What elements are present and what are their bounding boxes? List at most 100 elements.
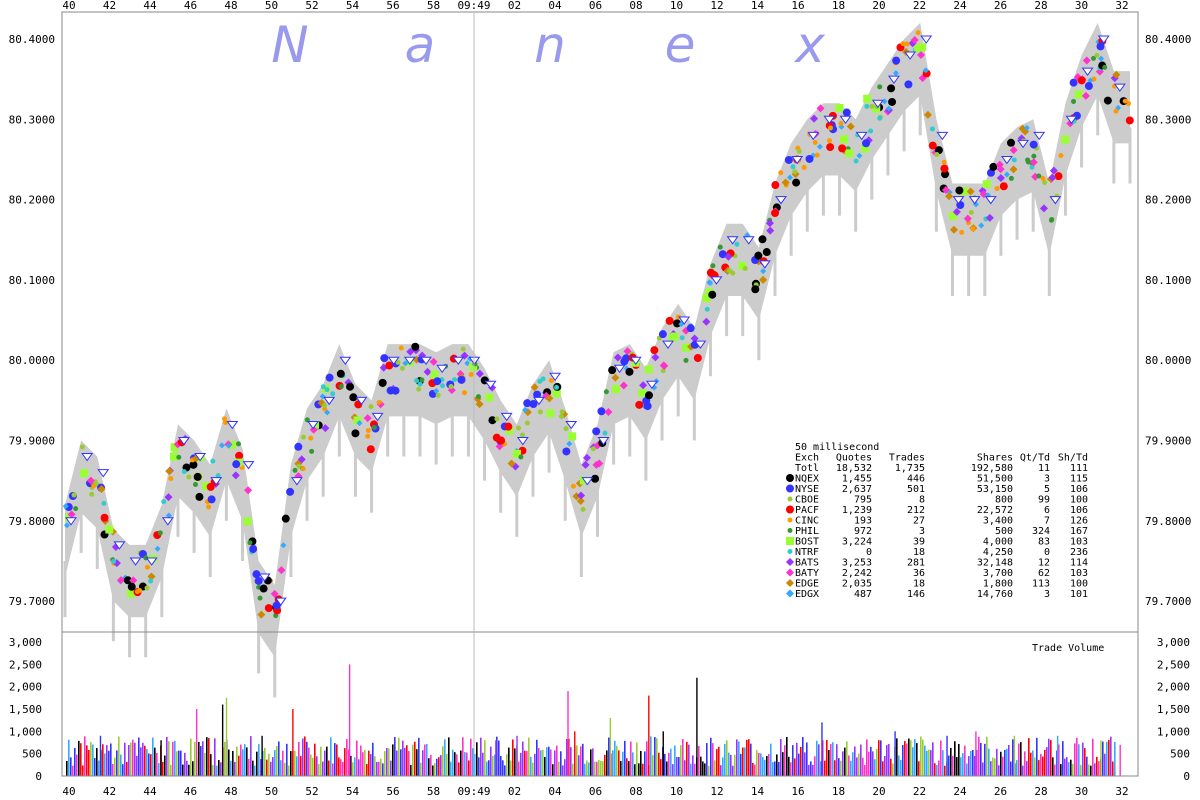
volume-bar	[860, 744, 862, 776]
legend-interval: 50 millisecond	[795, 442, 879, 453]
volume-bar	[94, 758, 96, 776]
quote-marker	[215, 473, 221, 479]
volume-bar	[694, 763, 696, 776]
legend-cell: 114	[1070, 558, 1088, 569]
volume-bar	[298, 741, 300, 776]
trade-marker	[161, 517, 174, 526]
volume-bar	[544, 756, 546, 776]
quote-marker	[1061, 135, 1070, 144]
x-tick-label-top: 12	[710, 0, 723, 12]
quote-marker	[1082, 56, 1091, 65]
quote-marker	[406, 347, 415, 356]
x-tick-label-bottom: 16	[791, 785, 804, 798]
quote-marker	[602, 430, 608, 436]
legend-cell: 5	[1044, 484, 1050, 495]
volume-bar	[614, 740, 616, 776]
price-tick-label-right: 79.7000	[1145, 595, 1191, 608]
quote-marker	[264, 604, 273, 613]
quote-marker	[105, 525, 114, 534]
volume-tick-label-left: 500	[22, 748, 42, 761]
volume-bar	[434, 763, 436, 776]
volume-bar	[154, 747, 156, 776]
volume-bar	[1062, 741, 1064, 776]
volume-bar	[840, 760, 842, 776]
volume-bar	[934, 763, 936, 776]
price-tick-label-left: 80.0000	[9, 354, 55, 367]
quote-marker	[563, 426, 569, 432]
quote-marker	[281, 514, 290, 523]
volume-bar	[816, 740, 818, 776]
volume-bar	[972, 749, 974, 776]
volume-bar	[462, 737, 464, 776]
volume-bar	[690, 763, 692, 776]
quote-marker	[62, 503, 69, 510]
volume-bar	[1000, 751, 1002, 776]
legend-marker-square-icon	[786, 537, 794, 545]
volume-bar	[1098, 761, 1100, 776]
volume-bar	[78, 740, 80, 776]
quote-marker	[1029, 140, 1038, 149]
quote-marker	[430, 370, 439, 379]
quote-marker	[846, 122, 855, 131]
volume-bar	[996, 748, 998, 776]
trade-marker	[242, 461, 255, 470]
quote-marker	[1069, 78, 1078, 87]
legend-cell: 500	[995, 526, 1013, 537]
volume-bar	[886, 745, 888, 776]
volume-bar	[482, 752, 484, 776]
volume-bar	[74, 747, 76, 776]
legend-column-header: Sh/Td	[1058, 453, 1088, 464]
bid-ask-envelope	[65, 22, 1130, 658]
quote-marker	[252, 570, 261, 579]
legend-cell: 3	[919, 526, 925, 537]
legend-cell: 12	[1038, 558, 1050, 569]
volume-bar	[992, 757, 994, 776]
volume-bar	[1040, 753, 1042, 776]
quote-marker	[702, 294, 711, 303]
volume-bar	[520, 752, 522, 776]
volume-bar	[1078, 744, 1080, 776]
volume-bar	[818, 744, 820, 776]
volume-bar	[750, 743, 752, 776]
volume-bar	[568, 738, 570, 776]
volume-bar	[1094, 763, 1096, 776]
volume-bar	[798, 753, 800, 776]
quote-marker	[524, 420, 530, 426]
trade-marker	[597, 437, 610, 446]
volume-bar	[264, 747, 266, 776]
quote-marker	[231, 471, 240, 480]
quote-marker	[91, 483, 97, 489]
legend-marker-circle-icon	[787, 496, 793, 502]
trade-marker	[807, 131, 820, 141]
x-tick-label-bottom: 50	[265, 785, 278, 798]
legend-cell: 1,239	[842, 505, 872, 516]
legend-marker-circle-icon	[786, 474, 794, 482]
trade-marker	[1113, 83, 1126, 93]
volume-bar	[444, 739, 446, 776]
trade-marker	[97, 469, 110, 478]
volume-bar	[842, 751, 844, 776]
volume-bar	[342, 761, 344, 776]
trade-marker	[258, 573, 271, 582]
quote-marker	[1036, 173, 1042, 179]
quote-marker	[79, 444, 85, 450]
volume-bar	[666, 761, 668, 776]
volume-bar	[682, 739, 684, 776]
volume-bar	[508, 747, 510, 776]
volume-bar	[812, 764, 814, 776]
x-tick-label-bottom: 04	[548, 785, 562, 798]
volume-bar	[684, 760, 686, 776]
volume-bar	[628, 761, 630, 776]
volume-bar	[306, 741, 308, 776]
volume-bar	[382, 763, 384, 776]
volume-bar	[66, 760, 68, 776]
quote-marker	[322, 406, 328, 412]
volume-bar	[1076, 737, 1078, 776]
quote-marker	[325, 373, 334, 382]
volume-bar	[926, 750, 928, 776]
legend-cell: 99	[1038, 495, 1050, 506]
volume-bar	[496, 736, 498, 776]
volume-tick-label-left: 1,500	[9, 703, 42, 716]
volume-bar	[532, 762, 534, 776]
volume-bar	[354, 757, 356, 776]
